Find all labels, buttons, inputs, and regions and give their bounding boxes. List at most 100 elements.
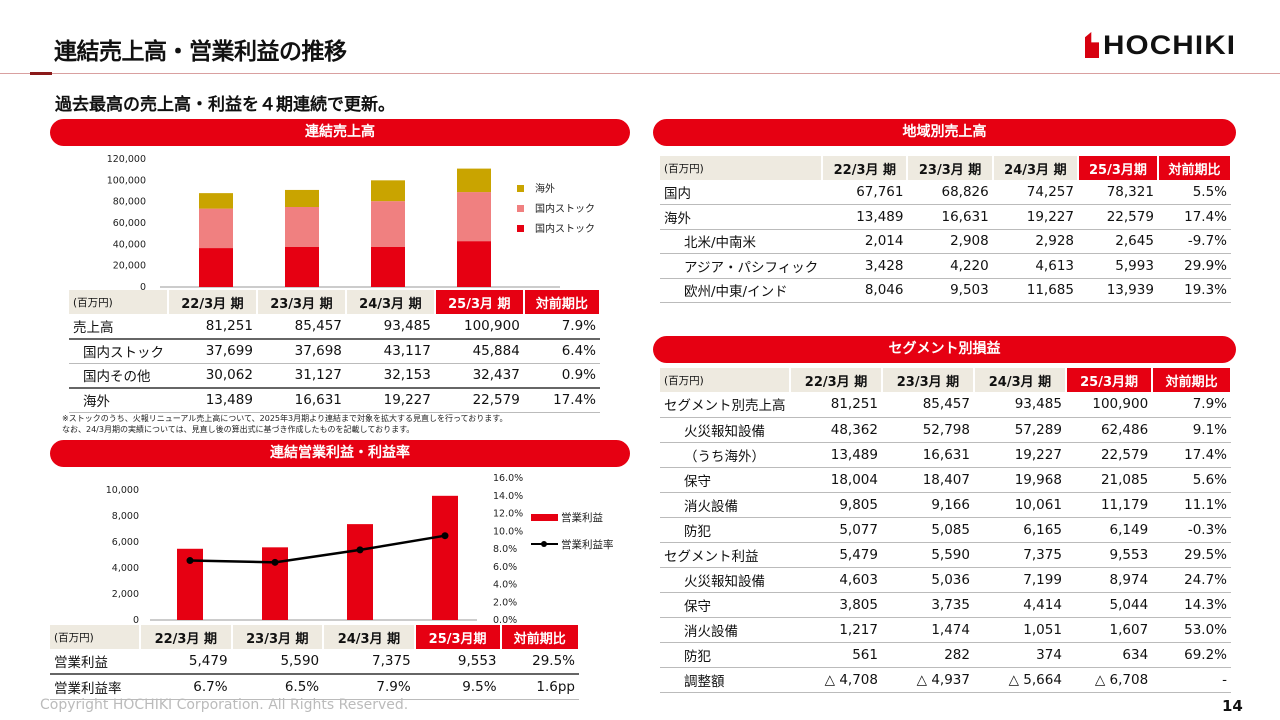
y-tick-label: 60,000 xyxy=(113,218,146,229)
logo-mark-icon xyxy=(1085,32,1099,58)
cell-value: 282 xyxy=(881,642,974,668)
region-banner: 地域別売上高 xyxy=(653,119,1236,146)
cell-value: 48,362 xyxy=(790,417,882,443)
table-row: 消火設備 1,217 1,474 1,051 1,607 53.0% xyxy=(660,617,1231,643)
cell-value: 22,579 xyxy=(1065,442,1153,468)
cell-value: 4,220 xyxy=(907,253,993,279)
bar-segment xyxy=(285,207,319,247)
cell-value: 5,044 xyxy=(1065,592,1153,618)
cell-value: 57,289 xyxy=(973,417,1066,443)
cell-value: 19,227 xyxy=(345,387,435,413)
cell-value: 11,179 xyxy=(1065,492,1153,518)
margin-point xyxy=(441,532,449,540)
cell-value: 561 xyxy=(790,642,882,668)
cell-value: 18,407 xyxy=(881,467,974,493)
sales-table: (百万円) 22/3月 期 23/3月 期 24/3月 期 25/3月 期対前期比 売上高… xyxy=(69,290,602,413)
cell-value: 5,590 xyxy=(881,542,974,568)
row-label: 防犯 xyxy=(660,517,790,543)
table-row: 防犯 5,077 5,085 6,165 6,149 -0.3% xyxy=(660,517,1231,543)
column-header: 対前期比 xyxy=(500,625,581,649)
cell-value: 5,077 xyxy=(790,517,882,543)
y2-tick-label: 16.0% xyxy=(493,473,523,484)
cell-value: 10,061 xyxy=(973,492,1066,518)
cell-value: 43,117 xyxy=(345,338,435,364)
cell-value: 19,968 xyxy=(973,467,1066,493)
cell-value: 1,051 xyxy=(973,617,1066,643)
cell-value: 17.4% xyxy=(1157,204,1231,230)
cell-value: 634 xyxy=(1065,642,1153,668)
row-label: 国内ストック xyxy=(69,338,168,364)
row-label: 海外 xyxy=(660,204,823,230)
cell-value: 5,590 xyxy=(231,649,324,675)
cell-value: 5,479 xyxy=(140,649,232,675)
cell-value: 100,900 xyxy=(1065,392,1153,418)
table-row: 営業利益率 6.7% 6.5% 7.9% 9.5% 1.6pp xyxy=(50,674,579,700)
table-row: 欧州/中東/インド 8,046 9,503 11,685 13,939 19.3% xyxy=(660,278,1231,303)
cell-value: 19,227 xyxy=(973,442,1066,468)
margin-point xyxy=(356,546,364,554)
column-header: 対前期比 xyxy=(1157,156,1233,180)
y2-tick-label: 0.0% xyxy=(493,615,517,626)
cell-value: - xyxy=(1152,667,1231,693)
cell-value: 85,457 xyxy=(881,392,974,418)
row-label: 海外 xyxy=(69,387,168,413)
cell-value: 93,485 xyxy=(345,314,435,340)
cell-value: 1.6pp xyxy=(500,674,579,700)
cell-value: 9,503 xyxy=(907,278,993,303)
cell-value: 18,004 xyxy=(790,467,882,493)
cell-value: 22,579 xyxy=(1078,204,1158,230)
y2-tick-label: 4.0% xyxy=(493,580,517,591)
table-row: 営業利益 5,479 5,590 7,375 9,553 29.5% xyxy=(50,649,579,675)
margin-point xyxy=(271,558,279,566)
y-tick-label: 0 xyxy=(140,282,146,292)
table-row: 調整額 △ 4,708 △ 4,937 △ 5,664 △ 6,708- xyxy=(660,667,1231,693)
legend-marker xyxy=(541,541,547,547)
cell-value: 3,428 xyxy=(822,253,908,279)
note-line: ※ストックのうち、火報リニューアル売上高について、2025年3月期より連結まで対… xyxy=(62,414,508,423)
cell-value: 100,900 xyxy=(434,314,524,340)
table-row: セグメント別売上高 81,251 85,457 93,485 100,900 7.9% xyxy=(660,392,1231,418)
y2-tick-label: 6.0% xyxy=(493,562,517,573)
cell-value: 16,631 xyxy=(256,387,346,413)
title-divider-accent xyxy=(30,72,52,75)
segment-banner: セグメント別損益 xyxy=(653,336,1236,363)
y-tick-label: 10,000 xyxy=(106,485,139,496)
cell-value: 6,165 xyxy=(973,517,1066,543)
bar-segment xyxy=(371,247,405,287)
cell-value: 9.5% xyxy=(414,674,501,700)
bar-segment xyxy=(199,208,233,249)
y-tick-label: 20,000 xyxy=(113,261,146,272)
legend-swatch xyxy=(531,514,558,521)
bar-segment xyxy=(457,192,491,242)
cell-value: 13,939 xyxy=(1078,278,1158,303)
bar-segment xyxy=(199,248,233,287)
y-tick-label: 6,000 xyxy=(112,537,139,548)
row-label: 営業利益率 xyxy=(50,674,140,700)
cell-value: 5,036 xyxy=(881,567,974,593)
sales-note: ※ストックのうち、火報リニューアル売上高について、2025年3月期より連結まで対… xyxy=(62,413,508,435)
legend-swatch xyxy=(517,205,524,212)
table-row: 火災報知設備 48,362 52,798 57,289 62,486 9.1% xyxy=(660,417,1231,443)
unit-label: (百万円) xyxy=(69,290,169,314)
legend-label: 国内ストック xyxy=(535,202,595,215)
cell-value: 2,014 xyxy=(822,229,908,254)
page-title: 連結売上高・営業利益の推移 xyxy=(54,39,347,65)
table-row: 海外 13,489 16,631 19,227 22,579 17.4% xyxy=(69,387,600,413)
cell-value: 5,085 xyxy=(881,517,974,543)
row-label: 保守 xyxy=(660,592,790,618)
cell-value: 5,479 xyxy=(790,542,882,568)
legend-swatch xyxy=(517,225,524,232)
profit-chart: 0 2,000 4,000 6,000 8,000 10,000 0.0% 2.0% 4.0% 6… xyxy=(106,473,614,626)
cell-value: -9.7% xyxy=(1157,229,1231,254)
cell-value: 78,321 xyxy=(1078,180,1158,205)
cell-value: 2,928 xyxy=(992,229,1078,254)
row-label: アジア・パシフィック xyxy=(660,253,823,279)
cell-value: △ 6,708 xyxy=(1065,667,1153,693)
bar-segment xyxy=(371,180,405,202)
cell-value: 29.5% xyxy=(500,649,579,675)
table-row: セグメント利益 5,479 5,590 7,375 9,553 29.5% xyxy=(660,542,1231,568)
legend-swatch xyxy=(517,185,524,192)
cell-value: 74,257 xyxy=(992,180,1078,205)
y-tick-label: 80,000 xyxy=(113,197,146,208)
cell-value: 17.4% xyxy=(1152,442,1231,468)
